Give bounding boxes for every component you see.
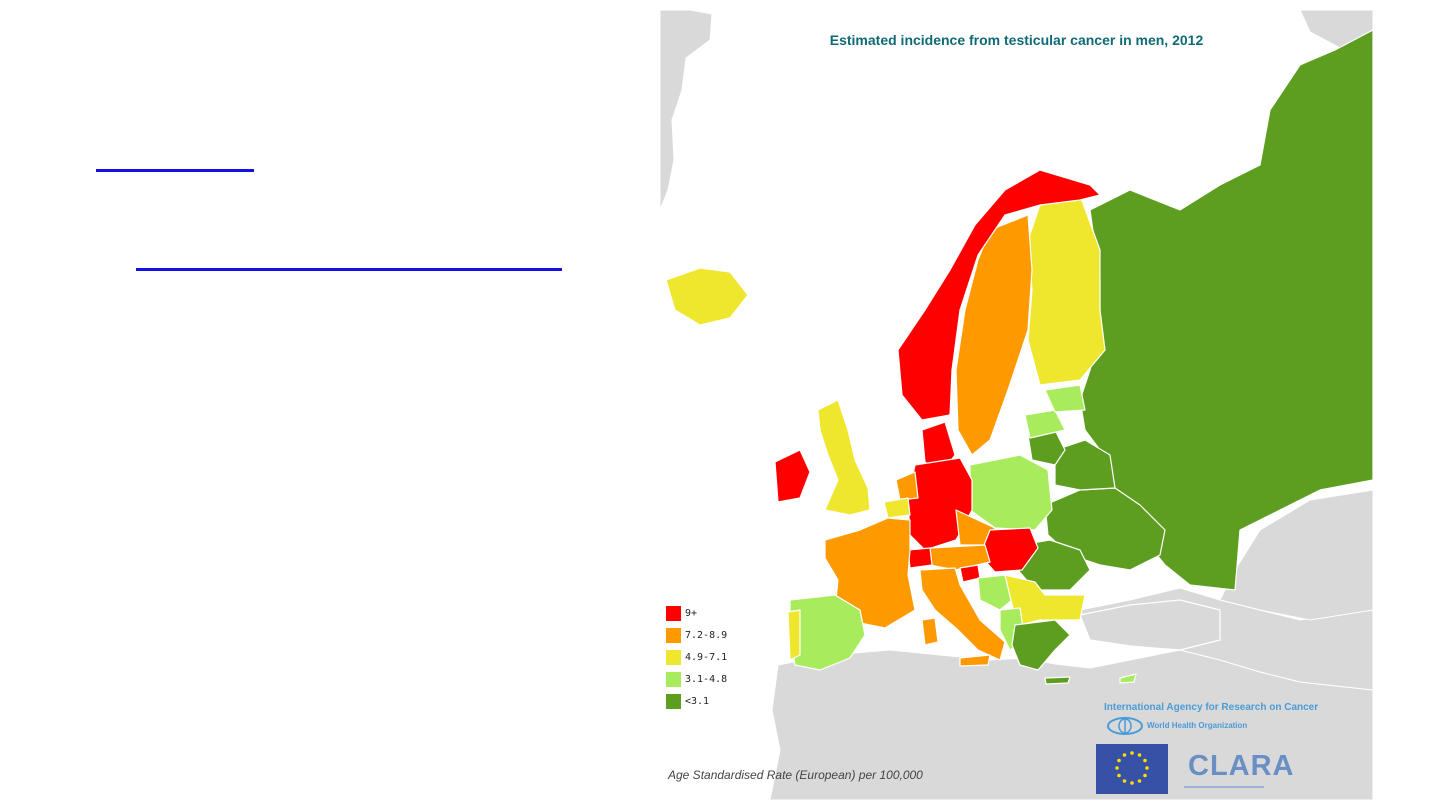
country-crete[interactable] bbox=[1044, 676, 1071, 685]
europe-choropleth-map bbox=[660, 10, 1373, 800]
iarc-label: International Agency for Research on Can… bbox=[1104, 702, 1319, 713]
map-title: Estimated incidence from testicular canc… bbox=[829, 32, 1204, 48]
legend-label: 4.9-7.1 bbox=[685, 651, 728, 663]
greenland-land bbox=[660, 10, 713, 211]
country-slovenia[interactable] bbox=[959, 564, 981, 583]
legend-label: <3.1 bbox=[685, 695, 710, 707]
country-ireland[interactable] bbox=[774, 449, 811, 503]
map-footnote: Age Standardised Rate (European) per 100… bbox=[668, 768, 923, 782]
legend-item: 4.9-7.1 bbox=[666, 646, 727, 668]
country-austria[interactable] bbox=[929, 544, 991, 571]
legend-item: <3.1 bbox=[666, 690, 727, 712]
country-moldova-romania[interactable] bbox=[1017, 539, 1091, 591]
legend-swatch bbox=[666, 671, 681, 687]
who-emblem-icon bbox=[1107, 717, 1143, 735]
who-label: World Health Organization bbox=[1147, 721, 1248, 730]
country-france[interactable] bbox=[824, 517, 916, 629]
country-estonia[interactable] bbox=[1044, 384, 1086, 413]
country-sweden[interactable] bbox=[955, 214, 1033, 456]
legend-swatch bbox=[666, 605, 681, 621]
legend-label: 7.2-8.9 bbox=[685, 629, 728, 641]
clara-underline bbox=[1184, 786, 1264, 788]
clara-label: CLARA bbox=[1188, 750, 1295, 782]
country-latvia[interactable] bbox=[1024, 409, 1066, 439]
legend-item: 3.1-4.8 bbox=[666, 668, 727, 690]
legend-swatch bbox=[666, 627, 681, 643]
country-uk[interactable] bbox=[817, 399, 871, 516]
country-greece[interactable] bbox=[1011, 619, 1071, 671]
legend-label: 9+ bbox=[685, 607, 698, 619]
legend: 9+ 7.2-8.9 4.9-7.1 3.1-4.8 <3.1 bbox=[666, 602, 727, 712]
europe-map-panel: Estimated incidence from testicular canc… bbox=[660, 10, 1373, 800]
country-belarus[interactable] bbox=[1054, 439, 1116, 491]
country-netherlands[interactable] bbox=[895, 471, 919, 501]
country-turkey[interactable] bbox=[1079, 599, 1221, 651]
country-poland[interactable] bbox=[969, 454, 1053, 531]
legend-item: 9+ bbox=[666, 602, 727, 624]
legend-swatch bbox=[666, 649, 681, 665]
link-underline-2[interactable] bbox=[136, 268, 562, 271]
legend-label: 3.1-4.8 bbox=[685, 673, 728, 685]
legend-swatch bbox=[666, 693, 681, 709]
country-cyprus[interactable] bbox=[1119, 673, 1137, 684]
country-italy[interactable] bbox=[919, 567, 1006, 661]
who-logo: World Health Organization bbox=[1106, 716, 1247, 736]
country-switzerland[interactable] bbox=[907, 547, 933, 569]
country-iceland[interactable] bbox=[665, 267, 749, 326]
country-portugal[interactable] bbox=[787, 609, 801, 661]
countries bbox=[665, 29, 1373, 685]
country-sicily[interactable] bbox=[959, 654, 991, 667]
clara-logo: CLARA bbox=[1174, 744, 1294, 794]
country-sardinia[interactable] bbox=[921, 617, 939, 646]
country-norway[interactable] bbox=[897, 169, 1101, 421]
country-belgium[interactable] bbox=[883, 497, 911, 519]
link-underline-1[interactable] bbox=[96, 169, 254, 172]
country-croatia-bosnia[interactable] bbox=[977, 574, 1013, 611]
legend-item: 7.2-8.9 bbox=[666, 624, 727, 646]
eu-flag-icon bbox=[1096, 744, 1168, 794]
